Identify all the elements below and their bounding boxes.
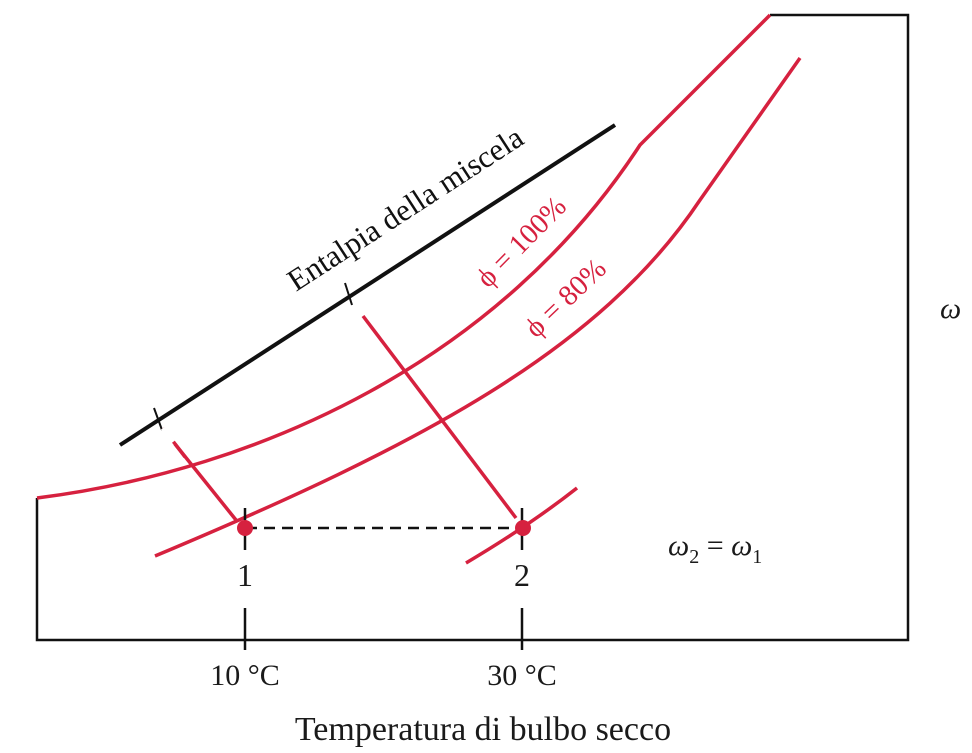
state-point-1 bbox=[237, 520, 253, 536]
enthalpy-tick-2 bbox=[344, 282, 353, 306]
enthalpy-connector-1 bbox=[173, 442, 238, 522]
x-axis-title: Temperatura di bulbo secco bbox=[295, 711, 671, 748]
enthalpy-dash-1b bbox=[160, 426, 176, 444]
rh-80-label: ϕ = 80% bbox=[519, 252, 613, 344]
x-tick-10-label: 10 °C bbox=[210, 659, 280, 692]
rh-80-curve bbox=[153, 56, 802, 558]
enthalpy-line bbox=[118, 123, 617, 447]
point-2-label: 2 bbox=[514, 557, 530, 593]
point-1-label: 1 bbox=[237, 557, 253, 593]
y-axis-label: ω bbox=[940, 292, 961, 325]
state-point-2 bbox=[515, 520, 531, 536]
x-tick-30-label: 30 °C bbox=[487, 659, 557, 692]
rh-100-label: ϕ = 100% bbox=[470, 190, 573, 294]
omega-equation: ω2 = ω1 bbox=[668, 529, 762, 568]
chart-frame bbox=[35, 13, 910, 642]
enthalpy-tick-1 bbox=[153, 407, 163, 431]
enthalpy-connector-2 bbox=[361, 314, 518, 520]
